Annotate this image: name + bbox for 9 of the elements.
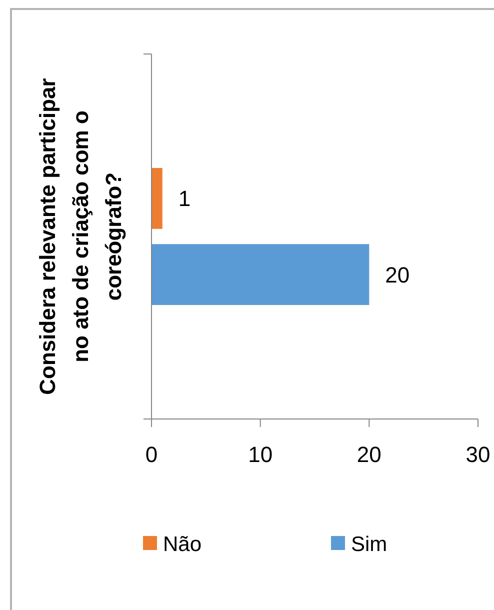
- legend-label: Não: [163, 533, 202, 556]
- x-tick-label: 10: [248, 442, 273, 467]
- x-tick-label: 30: [466, 442, 490, 467]
- x-tick-label: 0: [145, 442, 158, 467]
- data-label: 20: [385, 262, 410, 288]
- x-tick-label: 20: [356, 442, 382, 467]
- legend-label: Sim: [351, 533, 388, 556]
- data-label: 1: [178, 186, 191, 212]
- y-axis-title: Considera relevante participar no ato de criação com o coreógrafo?: [35, 78, 126, 395]
